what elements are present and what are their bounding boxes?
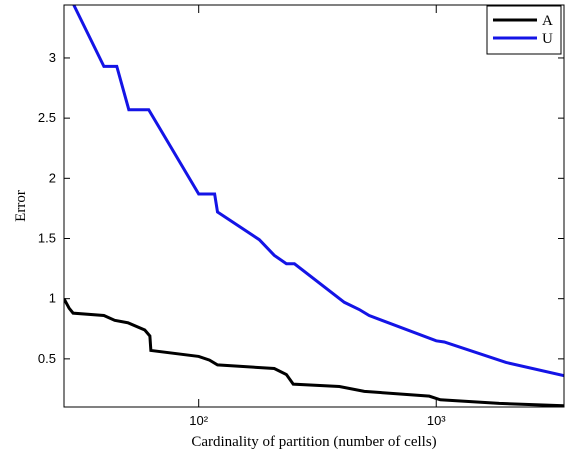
- y-axis-label: Error: [13, 190, 29, 222]
- plot-frame: [63, 4, 565, 408]
- legend-label: A: [542, 13, 553, 29]
- y-tick-label: 2: [49, 170, 56, 185]
- y-tick-label: 2.5: [38, 110, 56, 125]
- legend-box: [486, 5, 562, 55]
- x-axis-label: Cardinality of partition (number of cell…: [191, 434, 436, 450]
- y-tick-label: 3: [49, 50, 56, 65]
- y-tick-label: 0.5: [38, 351, 56, 366]
- line: [72, 5, 564, 378]
- line: [64, 297, 564, 407]
- x-tick-label: 10³: [427, 413, 446, 428]
- x-tick-label: 10²: [189, 413, 208, 428]
- y-tick-label: 1: [49, 291, 56, 306]
- y-tick-label: 1.5: [38, 230, 56, 245]
- legend-label: U: [542, 31, 553, 47]
